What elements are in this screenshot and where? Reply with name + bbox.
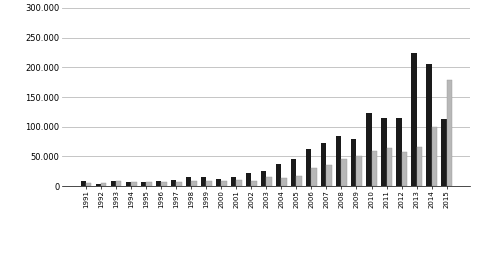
Bar (306, 149, 312, 186)
Bar (291, 159, 297, 186)
Bar (432, 127, 437, 186)
Bar (396, 118, 402, 186)
Bar (336, 136, 341, 186)
Bar (297, 176, 302, 186)
Bar (326, 165, 332, 186)
Bar (276, 164, 281, 186)
Bar (156, 181, 161, 186)
Bar (312, 168, 317, 186)
Bar (372, 151, 377, 186)
Bar (402, 152, 407, 186)
Bar (417, 147, 422, 186)
Bar (357, 156, 362, 186)
Bar (101, 183, 107, 186)
Bar (131, 182, 136, 186)
Bar (81, 181, 86, 186)
Bar (171, 180, 176, 186)
Bar (321, 143, 326, 186)
Bar (111, 181, 116, 186)
Bar (351, 139, 357, 186)
Bar (201, 177, 206, 186)
Bar (116, 181, 121, 186)
Bar (261, 171, 266, 186)
Bar (441, 119, 446, 186)
Bar (411, 53, 417, 186)
Bar (86, 183, 92, 186)
Bar (381, 118, 386, 186)
Bar (231, 177, 236, 186)
Bar (446, 80, 452, 186)
Bar (221, 181, 227, 186)
Bar (141, 182, 146, 186)
Bar (366, 113, 372, 186)
Bar (192, 181, 197, 186)
Bar (236, 180, 241, 186)
Bar (96, 184, 101, 186)
Bar (386, 148, 392, 186)
Bar (176, 182, 181, 186)
Bar (186, 177, 192, 186)
Bar (341, 159, 347, 186)
Bar (246, 173, 252, 186)
Bar (161, 182, 167, 186)
Bar (426, 64, 432, 186)
Bar (266, 177, 272, 186)
Bar (206, 181, 212, 186)
Bar (216, 179, 221, 186)
Bar (252, 181, 257, 186)
Bar (146, 182, 152, 186)
Bar (281, 178, 287, 186)
Bar (126, 182, 131, 186)
